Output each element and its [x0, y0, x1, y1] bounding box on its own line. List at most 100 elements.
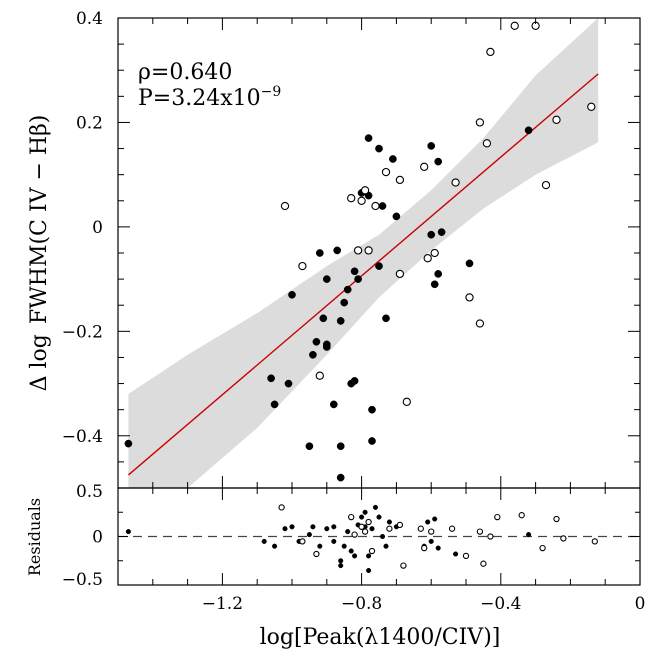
residual-point-filled: [306, 532, 312, 538]
data-point-filled: [375, 262, 383, 270]
residual-point-filled: [366, 567, 372, 574]
data-point-filled: [336, 473, 345, 482]
data-point-open: [430, 248, 439, 258]
data-point-open: [364, 246, 373, 255]
residual-point-open: [361, 528, 369, 535]
x-tick-label: −0.4: [480, 594, 521, 614]
residual-point-filled: [261, 538, 267, 544]
data-point-open: [552, 115, 561, 124]
residual-point-open: [278, 504, 285, 511]
data-point-filled: [305, 442, 314, 451]
data-point-open: [395, 269, 405, 279]
confidence-band: [128, 18, 599, 488]
data-point-open: [486, 47, 495, 57]
residual-point-filled: [386, 519, 392, 525]
residual-point-filled: [317, 543, 323, 549]
data-point-open: [465, 293, 474, 302]
residual-point-filled: [366, 553, 372, 559]
data-point-filled: [315, 249, 324, 257]
residual-point-open: [560, 535, 567, 542]
data-point-filled: [312, 337, 321, 346]
data-point-filled: [375, 144, 383, 153]
residual-point-open: [348, 513, 355, 521]
data-point-filled: [382, 314, 390, 323]
data-point-filled: [368, 437, 376, 445]
x-axis-title: log[Peak(λ1400/CIV)]: [260, 625, 501, 650]
data-point-filled: [392, 212, 401, 221]
data-point-filled: [430, 280, 439, 289]
data-point-open: [475, 319, 485, 328]
data-point-filled: [350, 267, 359, 276]
residual-point-filled: [379, 533, 386, 540]
data-point-open: [371, 201, 380, 211]
residual-point-filled: [432, 516, 438, 522]
y-axis-title-prefix: Δ log: [27, 334, 52, 391]
residual-point-open: [476, 528, 484, 535]
data-point-filled: [267, 374, 275, 383]
data-point-open: [280, 201, 290, 211]
residual-point-filled: [348, 548, 354, 554]
residual-point-open: [313, 550, 320, 558]
residuals-y-axis-title: Residuals: [25, 498, 44, 576]
data-point-filled: [319, 314, 328, 323]
data-point-filled: [270, 400, 279, 409]
y-tick-label: 0.2: [76, 113, 103, 133]
residual-point-filled: [341, 543, 347, 549]
data-point-open: [315, 371, 324, 380]
residual-point-open: [368, 547, 376, 555]
residual-point-open: [480, 560, 487, 567]
residual-point-open: [591, 538, 598, 545]
data-point-filled: [368, 405, 376, 414]
residual-point-filled: [310, 524, 316, 530]
data-point-filled: [284, 379, 293, 388]
data-point-open: [587, 102, 596, 111]
residual-point-filled: [372, 504, 379, 510]
x-tick-label: 0: [635, 594, 646, 614]
data-point-filled: [434, 157, 443, 166]
residual-point-open: [428, 528, 435, 535]
y-axis-title-main: FWHM(C IV − Hβ): [27, 115, 52, 324]
data-point-open: [420, 162, 429, 171]
data-point-filled: [465, 259, 474, 268]
data-point-open: [402, 397, 411, 406]
residual-point-filled: [453, 551, 459, 557]
residual-point-open: [487, 533, 494, 540]
residual-point-open: [539, 544, 546, 552]
data-point-filled: [434, 270, 443, 278]
data-point-filled: [437, 228, 446, 236]
regression-line: [127, 73, 599, 476]
data-point-open: [298, 261, 307, 271]
residual-point-filled: [359, 514, 365, 520]
residual-point-filled: [425, 519, 431, 525]
y-tick-label: 0: [92, 218, 103, 238]
data-point-filled: [333, 246, 342, 255]
residual-point-filled: [272, 543, 278, 549]
data-point-filled: [350, 377, 359, 385]
residual-point-open: [365, 518, 372, 526]
residual-point-filled: [352, 553, 358, 559]
data-point-filled: [354, 275, 362, 283]
data-point-open: [360, 186, 370, 195]
residual-point-filled: [369, 526, 375, 532]
p-value-exponent: −9: [261, 84, 282, 100]
data-point-filled: [336, 317, 345, 325]
residual-point-open: [553, 515, 560, 523]
data-point-filled: [340, 298, 349, 307]
residual-point-open: [448, 525, 456, 532]
data-point-open: [347, 194, 356, 203]
main-y-axis-title: Δ log FWHM(C IV − Hβ): [27, 115, 52, 392]
residuals-scatter-points: [125, 504, 598, 574]
x-tick-label: −0.8: [341, 594, 382, 614]
data-point-open: [353, 246, 363, 255]
data-point-open: [475, 118, 485, 127]
residual-point-filled: [125, 529, 131, 535]
axis-ticks: [117, 17, 641, 586]
residual-point-open: [358, 523, 365, 530]
res-y-tick-label: 0: [92, 528, 103, 548]
data-point-filled: [427, 142, 436, 150]
residual-point-open: [518, 512, 525, 519]
y-tick-label: −0.4: [62, 427, 103, 447]
main-scatter-points: [124, 21, 596, 482]
data-point-open: [357, 196, 366, 205]
